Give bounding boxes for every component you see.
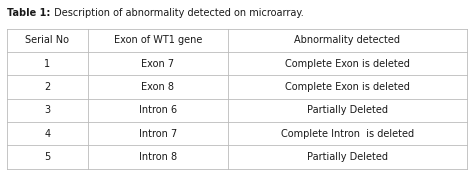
Text: 5: 5 xyxy=(44,152,50,162)
Text: Abnormality detected: Abnormality detected xyxy=(294,35,401,45)
Text: Intron 8: Intron 8 xyxy=(138,152,177,162)
Text: Serial No: Serial No xyxy=(25,35,69,45)
Text: Exon 8: Exon 8 xyxy=(141,82,174,92)
Text: 1: 1 xyxy=(44,59,50,69)
Text: Complete Intron  is deleted: Complete Intron is deleted xyxy=(281,129,414,139)
Text: Complete Exon is deleted: Complete Exon is deleted xyxy=(285,82,410,92)
Text: 4: 4 xyxy=(44,129,50,139)
Text: 3: 3 xyxy=(44,105,50,115)
Text: Description of abnormality detected on microarray.: Description of abnormality detected on m… xyxy=(51,8,304,18)
Text: Intron 6: Intron 6 xyxy=(138,105,177,115)
Text: Complete Exon is deleted: Complete Exon is deleted xyxy=(285,59,410,69)
Text: Exon of WT1 gene: Exon of WT1 gene xyxy=(113,35,202,45)
Text: Partially Deleted: Partially Deleted xyxy=(307,105,388,115)
Text: Intron 7: Intron 7 xyxy=(138,129,177,139)
Text: Exon 7: Exon 7 xyxy=(141,59,174,69)
Text: 2: 2 xyxy=(44,82,50,92)
Text: Partially Deleted: Partially Deleted xyxy=(307,152,388,162)
Text: Table 1:: Table 1: xyxy=(7,8,51,18)
